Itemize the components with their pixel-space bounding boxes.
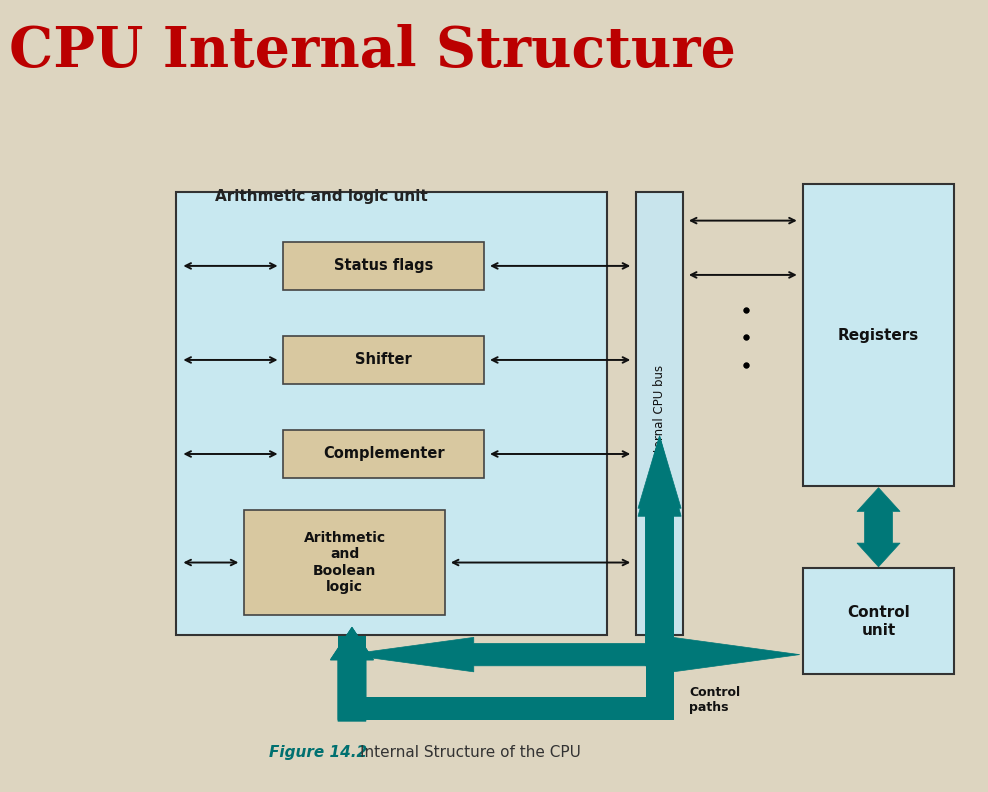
- Text: Arithmetic
and
Boolean
logic: Arithmetic and Boolean logic: [303, 531, 385, 594]
- Text: Arithmetic and logic unit: Arithmetic and logic unit: [214, 189, 428, 204]
- Text: CPU Internal Structure: CPU Internal Structure: [9, 24, 736, 78]
- Text: Control
unit: Control unit: [847, 605, 910, 638]
- Bar: [802, 569, 954, 674]
- Text: Status flags: Status flags: [334, 258, 434, 273]
- Text: Control
paths: Control paths: [689, 686, 740, 714]
- Text: Internal CPU bus: Internal CPU bus: [653, 364, 666, 463]
- Text: Registers: Registers: [838, 328, 919, 343]
- Polygon shape: [857, 488, 900, 567]
- Bar: [645, 666, 674, 687]
- Bar: [244, 509, 445, 615]
- Polygon shape: [347, 638, 799, 672]
- Bar: [645, 573, 674, 720]
- Bar: [284, 430, 484, 478]
- Text: Complementer: Complementer: [323, 447, 445, 462]
- Bar: [352, 697, 660, 720]
- Bar: [176, 192, 607, 635]
- Polygon shape: [638, 436, 681, 643]
- Polygon shape: [638, 436, 681, 666]
- Bar: [284, 336, 484, 384]
- Bar: [802, 185, 954, 486]
- Bar: [636, 192, 683, 635]
- Text: Shifter: Shifter: [356, 352, 412, 367]
- Polygon shape: [330, 627, 373, 720]
- Bar: [338, 635, 366, 666]
- Text: Figure 14.2: Figure 14.2: [269, 745, 367, 760]
- Bar: [284, 242, 484, 290]
- Polygon shape: [330, 627, 373, 722]
- Text: Internal Structure of the CPU: Internal Structure of the CPU: [360, 745, 581, 760]
